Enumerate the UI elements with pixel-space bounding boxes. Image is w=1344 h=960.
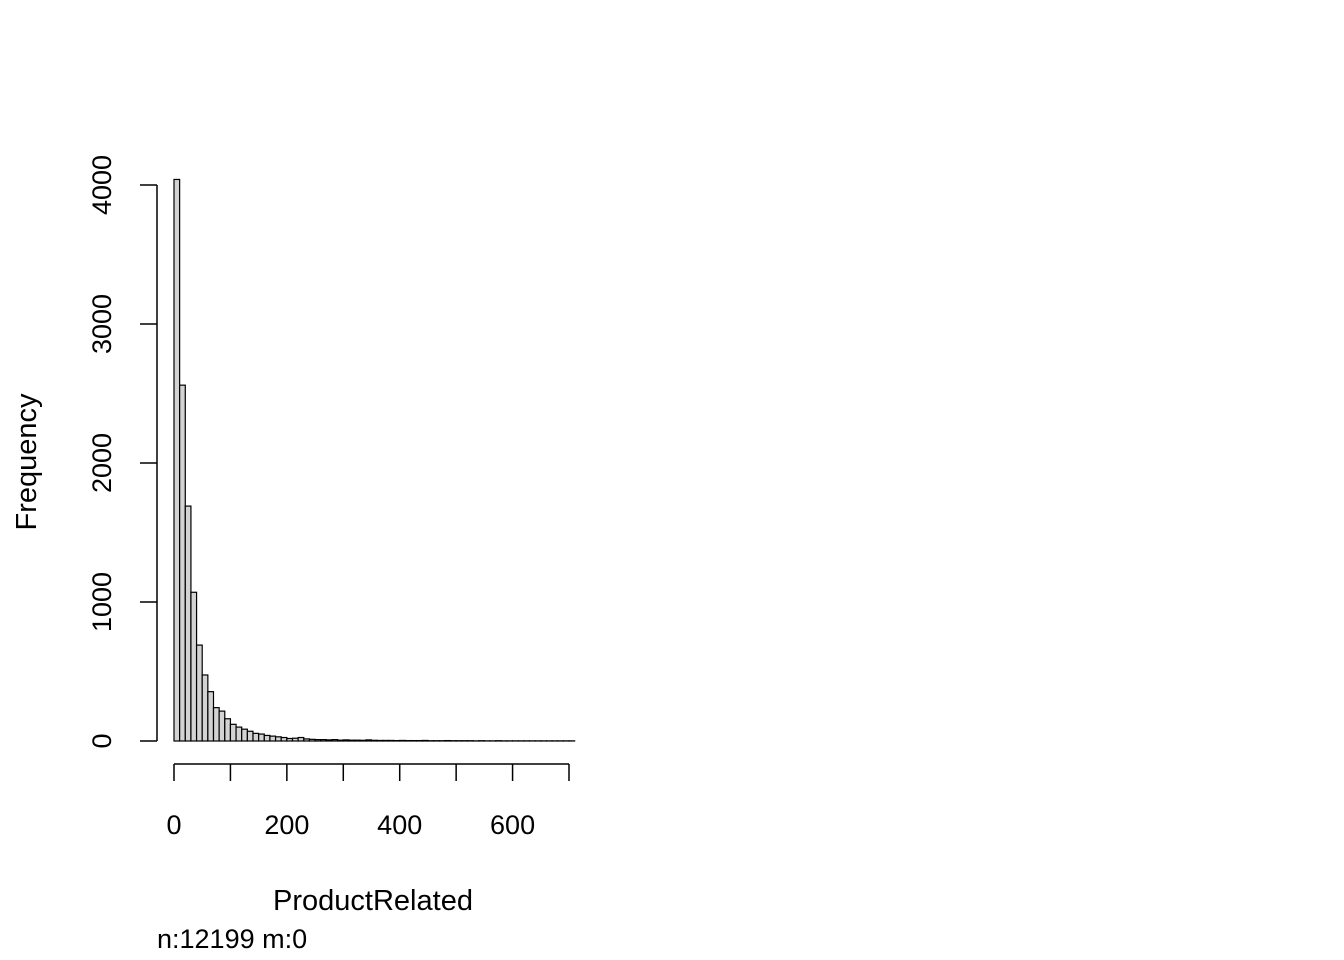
- histogram-bar: [229, 723, 237, 742]
- sample-count-note: n:12199 m:0: [157, 924, 307, 954]
- x-tick-label: 200: [264, 810, 309, 840]
- histogram-bar: [376, 739, 384, 742]
- y-tick-label: 2000: [87, 433, 117, 493]
- histogram-bar: [179, 384, 186, 742]
- histogram-bar: [241, 728, 248, 742]
- histogram-bar: [365, 739, 373, 742]
- histogram-bar: [314, 739, 322, 742]
- y-axis-label: Frequency: [11, 393, 43, 531]
- histogram-bar: [348, 739, 356, 742]
- x-tick-label: 600: [490, 810, 535, 840]
- histogram-bar: [258, 733, 265, 742]
- histogram-bar: [280, 736, 288, 742]
- x-axis-label: ProductRelated: [273, 885, 473, 917]
- histogram-bar: [308, 738, 316, 742]
- y-tick-label: 0: [87, 733, 117, 748]
- histogram-bar: [286, 737, 294, 742]
- y-tick-label: 1000: [87, 572, 117, 632]
- histogram-bar: [320, 739, 327, 742]
- histogram-bars: [173, 178, 576, 742]
- histogram-bar: [269, 735, 277, 742]
- histogram-bar: [224, 718, 232, 742]
- histogram-bar: [218, 710, 226, 742]
- y-tick-label: 3000: [87, 294, 117, 354]
- histogram-bar: [184, 505, 192, 742]
- histogram-bar: [263, 734, 271, 742]
- histogram-bar: [235, 726, 243, 742]
- histogram-bar: [331, 739, 339, 742]
- histogram-bar: [359, 739, 367, 742]
- histogram-bar: [246, 730, 254, 742]
- x-tick-label: 400: [377, 810, 422, 840]
- histogram-bar: [399, 739, 406, 742]
- histogram-bar: [382, 739, 390, 742]
- histogram-bar: [303, 738, 311, 742]
- histogram-bar: [337, 739, 344, 742]
- histogram-bar: [173, 178, 181, 742]
- histogram-bar: [201, 674, 209, 742]
- histogram-bar: [387, 739, 395, 742]
- histogram-bar: [353, 739, 361, 742]
- histogram-bar: [342, 739, 350, 742]
- y-tick-label: 4000: [87, 155, 117, 215]
- histogram-bar: [291, 737, 299, 742]
- x-axis: 0 200 400 600: [166, 763, 570, 840]
- x-tick-label: 0: [166, 810, 181, 840]
- histogram-bar: [370, 739, 378, 742]
- histogram-bar: [252, 732, 260, 742]
- histogram-bar: [195, 644, 203, 742]
- histogram-bar: [274, 736, 282, 742]
- histogram-bar: [190, 591, 198, 742]
- histogram-bar: [207, 691, 215, 742]
- histogram-bar: [212, 707, 220, 742]
- histogram-bar: [325, 739, 333, 742]
- y-axis: 0 1000 2000 3000 4000: [87, 155, 158, 749]
- histogram-bar: [297, 736, 305, 742]
- histogram-bar: [421, 739, 429, 742]
